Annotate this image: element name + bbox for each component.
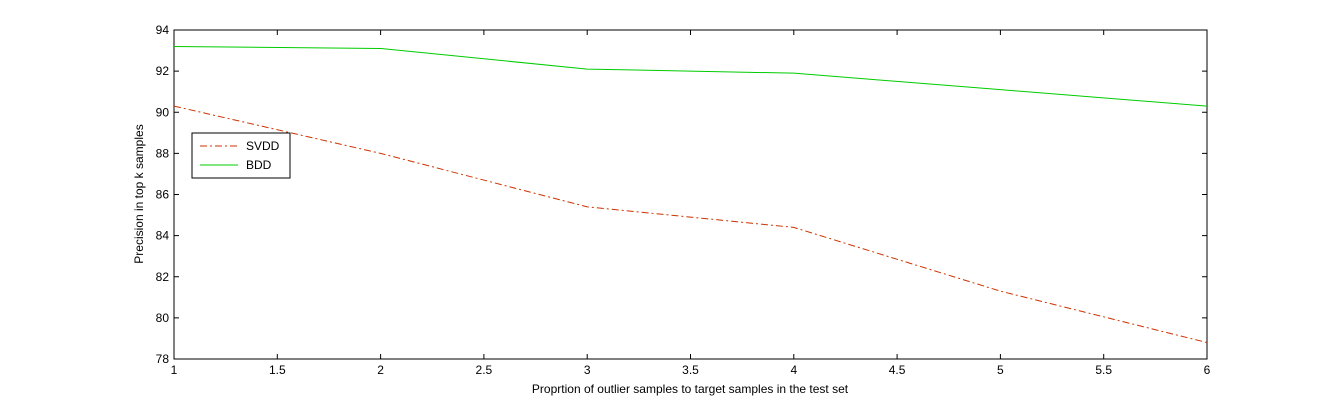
x-tick-label: 4 — [790, 363, 797, 377]
x-tick-label: 3 — [584, 363, 591, 377]
x-tick-label: 2.5 — [476, 363, 493, 377]
series-layer — [173, 45, 1208, 344]
y-tick-label: 92 — [156, 64, 170, 78]
x-tick-label: 2 — [377, 363, 384, 377]
x-axis-label: Proprtion of outlier samples to target s… — [532, 382, 849, 396]
y-tick-label: 90 — [156, 105, 170, 119]
series-line-svdd — [173, 105, 1208, 344]
x-axis: 1 1.5 2 2.5 3 3.5 4 4.5 5 5.5 6 — [171, 30, 1211, 377]
y-tick-label: 82 — [156, 270, 170, 284]
x-tick-label: 1 — [171, 363, 178, 377]
y-axis-label: Precision in top k samples — [132, 124, 146, 263]
x-tick-label: 5.5 — [1095, 363, 1112, 377]
y-tick-label: 80 — [156, 311, 170, 325]
y-tick-label: 86 — [156, 188, 170, 202]
x-tick-label: 4.5 — [889, 363, 906, 377]
plot-area — [173, 29, 1208, 360]
y-axis: 78 80 82 84 86 88 90 92 94 — [156, 23, 1207, 366]
x-tick-label: 6 — [1204, 363, 1211, 377]
y-tick-label: 88 — [156, 146, 170, 160]
legend: SVDD BDD — [191, 132, 291, 179]
y-tick-label: 84 — [156, 229, 170, 243]
x-tick-label: 3.5 — [682, 363, 699, 377]
legend-label-bdd: BDD — [246, 158, 272, 172]
legend-box — [191, 132, 291, 179]
legend-label-svdd: SVDD — [246, 139, 280, 153]
x-tick-label: 5 — [997, 363, 1004, 377]
y-tick-label: 94 — [156, 23, 170, 37]
x-tick-label: 1.5 — [269, 363, 286, 377]
series-line-bdd — [173, 45, 1208, 107]
y-tick-label: 78 — [156, 352, 170, 366]
